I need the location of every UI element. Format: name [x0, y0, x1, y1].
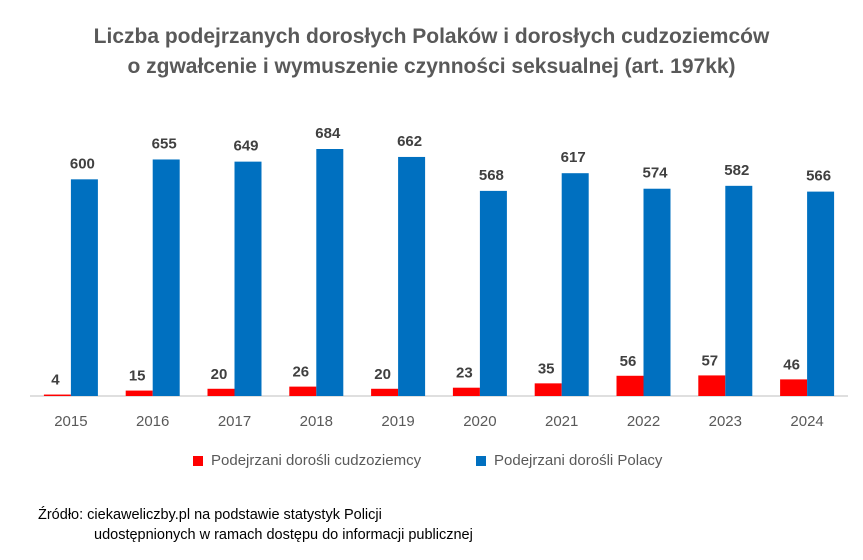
x-tick-label-2019: 2019 — [381, 413, 414, 430]
source-note: Źródło: ciekaweliczby.pl na podstawie st… — [38, 505, 473, 545]
bar-poles-2022 — [643, 188, 671, 396]
data-label-foreigners-2022: 56 — [620, 353, 637, 370]
bar-poles-2017 — [234, 161, 262, 396]
bar-poles-2021 — [561, 173, 589, 396]
x-tick-label-2022: 2022 — [627, 413, 660, 430]
bar-foreigners-2016 — [125, 390, 153, 396]
bar-foreigners-2022 — [616, 375, 644, 396]
x-tick-label-2016: 2016 — [136, 413, 169, 430]
data-label-poles-2022: 574 — [642, 165, 668, 182]
data-label-foreigners-2020: 23 — [456, 365, 473, 382]
data-label-foreigners-2018: 26 — [292, 364, 309, 381]
bar-poles-2024 — [807, 191, 835, 396]
chart-title-line1: Liczba podejrzanych dorosłych Polaków i … — [93, 25, 770, 48]
data-label-foreigners-2023: 57 — [701, 352, 718, 369]
bar-foreigners-2015 — [43, 394, 71, 396]
source-line2: udostępnionych w ramach dostępu do infor… — [94, 527, 473, 543]
legend-item-poles: Podejrzani dorośli Polacy — [476, 452, 662, 469]
bar-poles-2019 — [398, 156, 426, 396]
legend-swatch-poles — [476, 455, 486, 466]
bar-foreigners-2024 — [780, 379, 808, 396]
bar-foreigners-2019 — [371, 388, 399, 396]
bar-poles-2016 — [152, 159, 180, 396]
data-label-poles-2016: 655 — [152, 135, 177, 152]
bar-poles-2015 — [70, 179, 98, 396]
data-label-foreigners-2016: 15 — [129, 368, 146, 385]
x-tick-label-2018: 2018 — [300, 413, 333, 430]
data-label-foreigners-2017: 20 — [211, 366, 228, 383]
data-label-foreigners-2019: 20 — [374, 366, 391, 383]
bar-poles-2020 — [479, 190, 507, 396]
x-tick-label-2023: 2023 — [709, 413, 742, 430]
legend-label-foreigners: Podejrzani dorośli cudzoziemcy — [211, 452, 422, 469]
data-label-poles-2024: 566 — [806, 168, 831, 185]
x-tick-label-2017: 2017 — [218, 413, 251, 430]
chart-title-line2: o zgwałcenie i wymuszenie czynności seks… — [127, 55, 736, 78]
data-label-poles-2021: 617 — [561, 149, 586, 166]
chart-title: Liczba podejrzanych dorosłych Polaków i … — [0, 22, 863, 82]
legend-label-poles: Podejrzani dorośli Polacy — [494, 452, 663, 469]
bar-foreigners-2020 — [452, 387, 480, 396]
data-label-poles-2023: 582 — [724, 162, 749, 179]
x-tick-label-2021: 2021 — [545, 413, 578, 430]
bar-foreigners-2017 — [207, 388, 235, 396]
data-label-poles-2017: 649 — [233, 138, 258, 155]
bar-chart: 4 600 2015 15 655 2016 20 649 2017 26 684 2018 20 662… — [30, 125, 848, 430]
data-label-poles-2018: 684 — [315, 125, 341, 142]
data-label-foreigners-2024: 46 — [783, 356, 800, 373]
legend-item-foreigners: Podejrzani dorośli cudzoziemcy — [193, 452, 421, 469]
data-label-foreigners-2015: 4 — [51, 372, 60, 389]
legend-swatch-foreigners — [193, 455, 203, 466]
data-label-foreigners-2021: 35 — [538, 360, 555, 377]
bar-poles-2018 — [316, 149, 344, 396]
x-tick-label-2020: 2020 — [463, 413, 496, 430]
data-label-poles-2015: 600 — [70, 155, 95, 172]
data-label-poles-2020: 568 — [479, 167, 504, 184]
legend: Podejrzani dorośli cudzoziemcy Podejrzan… — [0, 452, 863, 474]
source-line1: Źródło: ciekaweliczby.pl na podstawie st… — [38, 507, 382, 523]
x-tick-label-2015: 2015 — [54, 413, 87, 430]
x-tick-label-2024: 2024 — [790, 413, 823, 430]
bar-foreigners-2018 — [289, 386, 317, 396]
bar-poles-2023 — [725, 185, 753, 396]
bar-foreigners-2023 — [698, 375, 726, 396]
bar-foreigners-2021 — [534, 383, 562, 396]
data-label-poles-2019: 662 — [397, 133, 422, 150]
